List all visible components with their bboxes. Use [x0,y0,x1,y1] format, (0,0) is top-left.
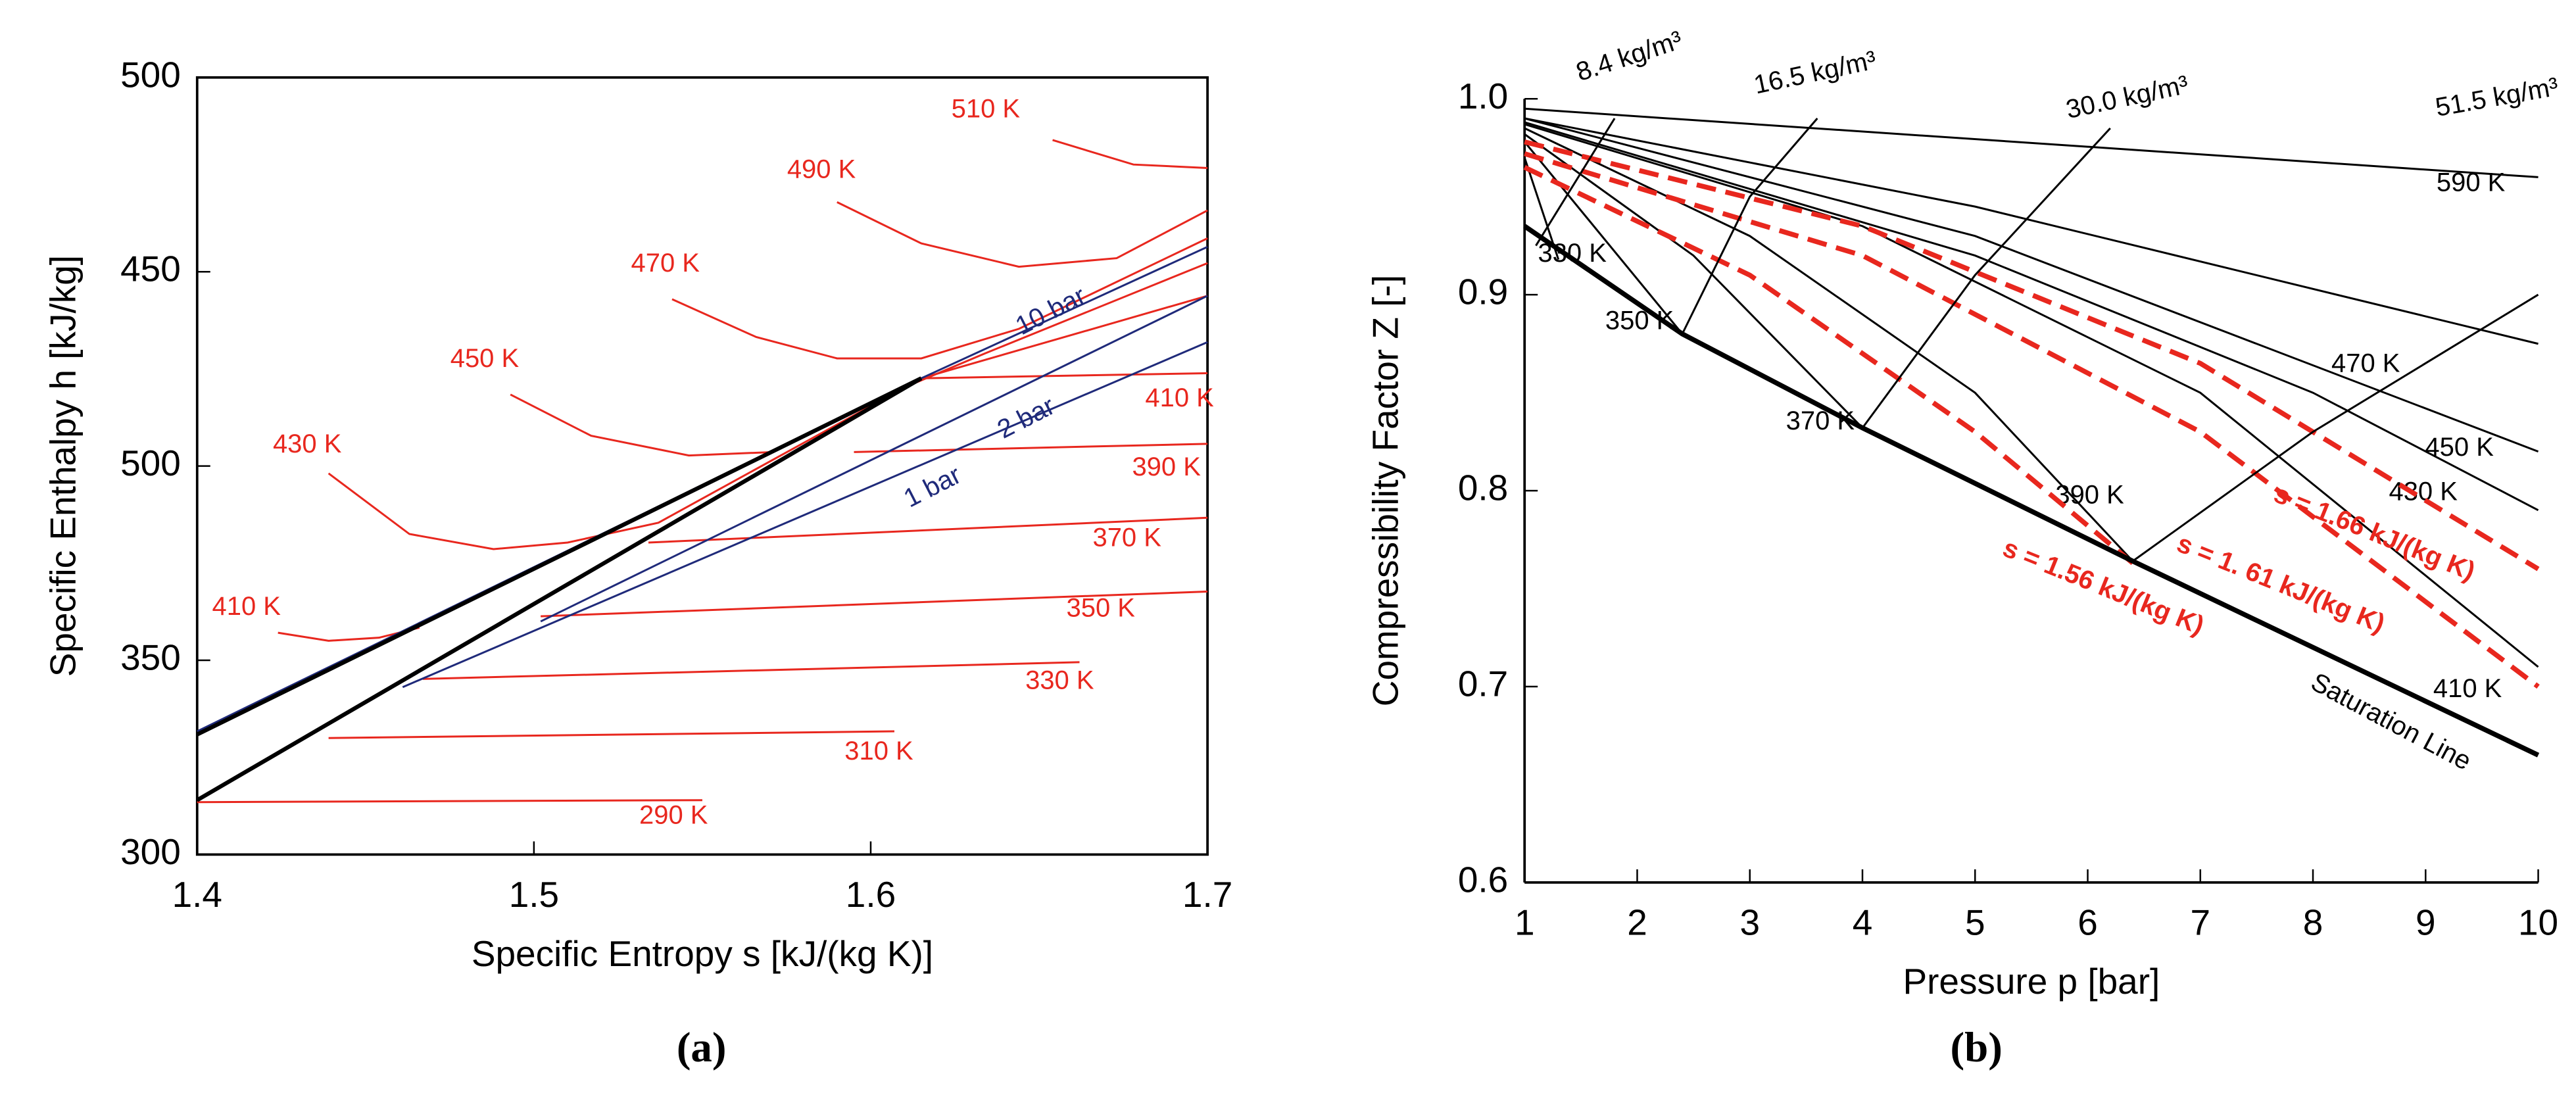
series-label: 370 K [1786,406,1855,435]
series-label: 1 bar [899,460,965,514]
series-label: 16.5 kg/m³ [1751,45,1879,99]
series-line [1524,151,2540,689]
series-line [854,443,1208,453]
y-tick-label: 500 [120,54,181,95]
y-tick-label: 1.0 [1458,76,1508,116]
y-tick-label: 300 [120,831,181,872]
x-tick-label: 3 [1739,902,1760,942]
x-tick-label: 9 [2416,902,2436,942]
panel-label: (b) [1951,1024,2003,1071]
y-axis-title: Compressibility Factor Z [-] [1365,275,1405,706]
x-tick-label: 4 [1853,902,1873,942]
series-line [422,661,1080,680]
series-label: 470 K [2331,349,2400,378]
panel-label: (a) [677,1024,727,1071]
y-tick-label: 500 [120,443,181,483]
x-tick-label: 8 [2303,902,2323,942]
series-label: 450 K [2425,433,2494,462]
series-label: 490 K [787,155,856,184]
series-label: 430 K [2389,477,2458,506]
series-label: 330 K [1025,666,1094,695]
series-line [197,799,702,804]
series-label: 390 K [2055,480,2124,509]
series-line [1524,127,2134,562]
series-line [1523,165,2135,566]
series-label: 350 K [1067,594,1136,623]
series-line [921,372,1208,379]
series-line [541,590,1208,618]
x-tick-label: 1.5 [509,874,559,915]
series-label: 590 K [2437,168,2506,197]
series-line [1681,118,1818,335]
series-label: 310 K [844,737,913,765]
series-label: 450 K [450,344,520,373]
series-label: 430 K [273,429,342,458]
x-tick-label: 10 [2518,902,2558,942]
series-line [1524,107,2539,178]
x-tick-label: 1.4 [172,874,222,915]
series-line [1523,224,2540,758]
y-tick-label: 450 [120,249,181,289]
series-line [1524,117,2539,453]
series-line [1524,121,2539,512]
series-line [1535,118,1616,247]
series-line [648,516,1208,544]
series-label: 410 K [1145,383,1214,412]
series-line [1524,133,1864,429]
x-axis-title: Pressure p [bar] [1903,961,2160,1002]
x-tick-label: 1.7 [1182,874,1232,915]
series-label: 30.0 kg/m³ [2064,70,2191,124]
y-tick-label: 0.6 [1458,859,1508,900]
y-tick-label: 0.9 [1458,272,1508,312]
y-tick-label: 0.7 [1458,663,1508,704]
x-tick-label: 6 [2078,902,2098,942]
series-label: s = 1. 61 kJ/(kg K) [2173,529,2389,639]
series-label: 410 K [212,592,281,621]
series-line [1052,139,1208,169]
series-label: 8.4 kg/m³ [1572,26,1686,87]
series-label: 370 K [1092,523,1161,552]
series-line [837,201,1208,268]
series-label: 390 K [1132,452,1201,481]
x-tick-label: 7 [2190,902,2210,942]
x-axis-title: Specific Entropy s [kJ/(kg K)] [472,933,933,974]
series-line [540,295,1208,623]
series-label: 410 K [2433,674,2502,703]
series-line [1524,117,2539,345]
series-line [402,341,1208,689]
series-label: 51.5 kg/m³ [2433,72,2561,122]
series-line [2132,293,2539,562]
y-tick-label: 0.8 [1458,468,1508,508]
series-label: 510 K [952,94,1021,123]
y-tick-label: 350 [120,637,181,678]
series-line [196,376,923,802]
series-label: 290 K [639,800,708,829]
series-line [1524,123,2539,668]
x-tick-label: 1 [1515,902,1535,942]
series-line [1524,141,1684,335]
x-tick-label: 1.6 [846,874,896,915]
series-label: 470 K [631,249,700,278]
series-line [1861,127,2111,429]
series-line [671,237,1208,360]
series-label: 10 bar [1011,281,1090,341]
x-tick-label: 5 [1965,902,1985,942]
series-label: 2 bar [993,391,1059,445]
series-line [328,730,894,739]
x-tick-label: 2 [1627,902,1647,942]
y-axis-title: Specific Enthalpy h [kJ/kg] [42,255,83,677]
